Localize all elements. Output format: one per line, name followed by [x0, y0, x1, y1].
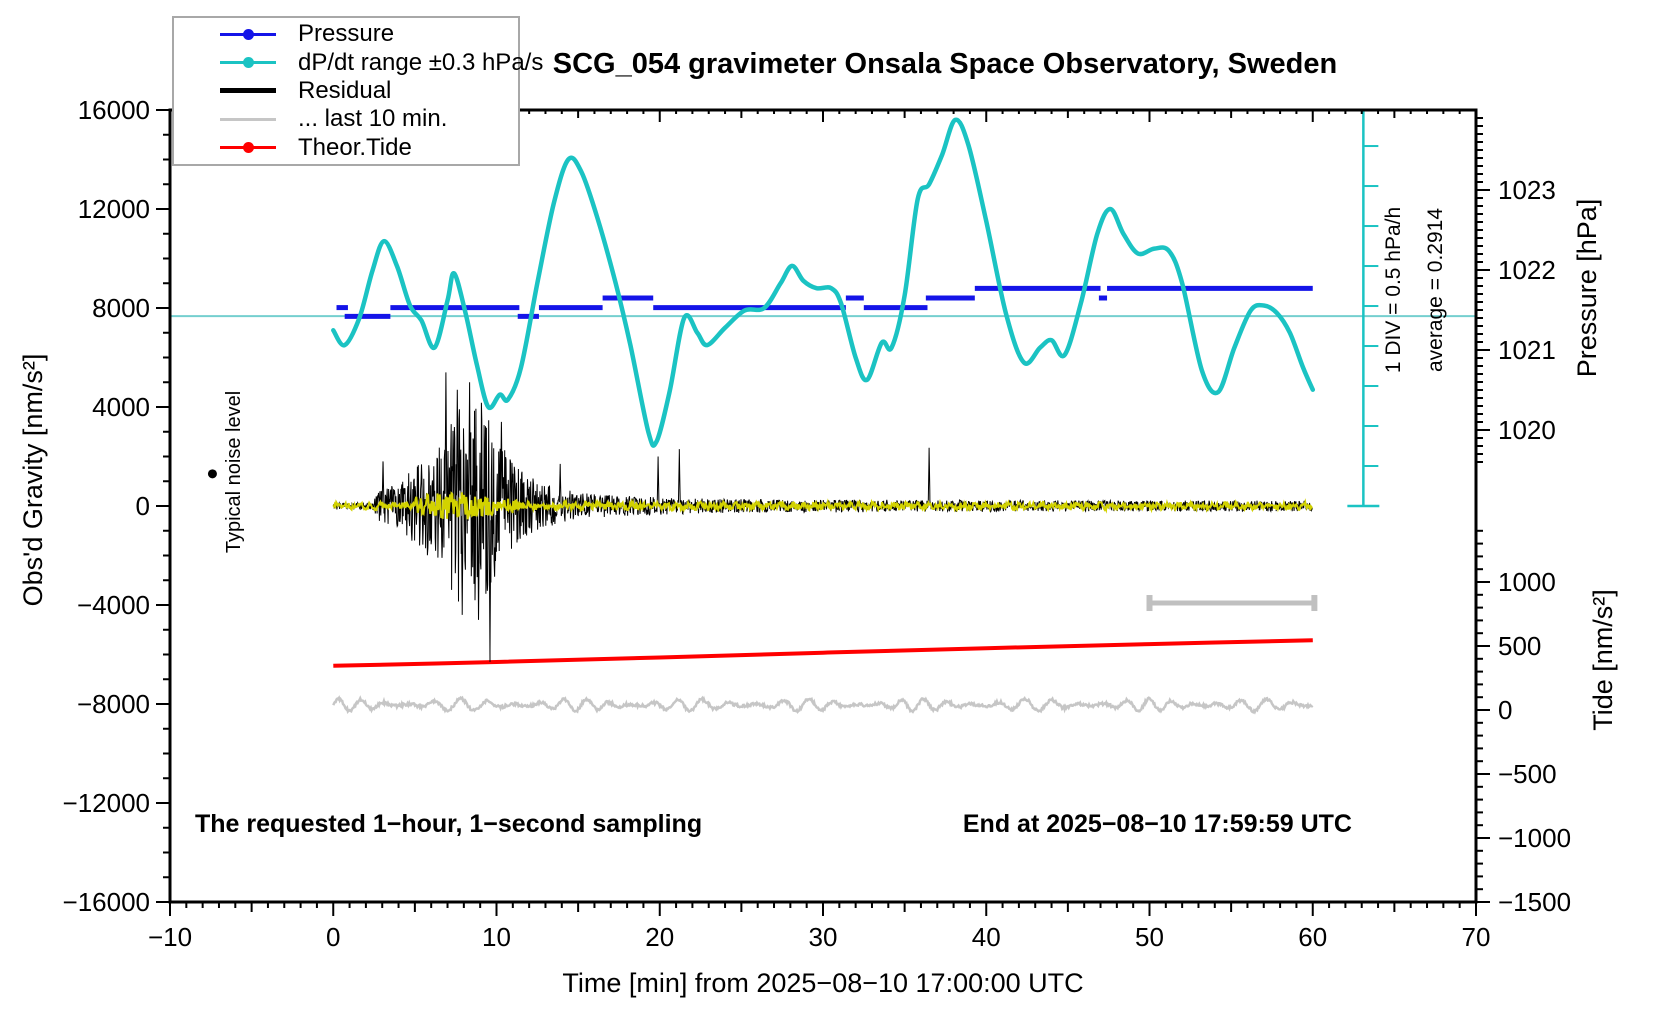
div-scale-label: 1 DIV = 0.5 hPa/h: [1382, 207, 1405, 373]
last10-line-sample: [220, 117, 276, 121]
y-left-tick-label: −8000: [77, 689, 150, 719]
tide-tick-label: −1000: [1498, 823, 1571, 853]
x-tick-label: −10: [148, 922, 192, 952]
legend-item-tide: Theor.Tide: [174, 134, 518, 162]
tide-tick-label: 500: [1498, 631, 1541, 661]
y-axis-title-gravity: Obs'd Gravity [nm/s²]: [18, 354, 48, 607]
x-axis-title: Time [min] from 2025−08−10 17:00:00 UTC: [562, 968, 1083, 998]
sampling-note: The requested 1−hour, 1−second sampling: [195, 810, 702, 838]
legend-label: dP/dt range ±0.3 hPa/s: [298, 48, 544, 76]
y-left-tick-label: 4000: [92, 392, 150, 422]
y-axis-title-tide: Tide [nm/s²]: [1588, 589, 1618, 731]
tide-tick-label: 0: [1498, 695, 1512, 725]
x-tick-label: 40: [972, 922, 1001, 952]
y-left-tick-label: 12000: [78, 194, 150, 224]
legend-label: Theor.Tide: [298, 133, 412, 161]
x-tick-label: 50: [1135, 922, 1164, 952]
dpdt-line-sample: [220, 57, 276, 69]
y-left-tick-label: 8000: [92, 293, 150, 323]
typical-noise-label: Typical noise level: [223, 391, 245, 553]
y-axis-title-pressure: Pressure [hPa]: [1572, 199, 1602, 378]
tide-tick-label: −1500: [1498, 887, 1571, 917]
pressure-tick-label: 1020: [1498, 415, 1556, 445]
pressure-tick-label: 1021: [1498, 335, 1556, 365]
legend-label: Residual: [298, 76, 392, 104]
page-title: SCG_054 gravimeter Onsala Space Observat…: [552, 48, 1338, 80]
tide-tick-label: 1000: [1498, 567, 1556, 597]
x-tick-label: 70: [1462, 922, 1491, 952]
tide-tick-label: −500: [1498, 759, 1557, 789]
filtered-residual-trace: [332, 491, 1313, 520]
y-left-tick-label: −16000: [63, 887, 150, 917]
last10-trace: [332, 695, 1314, 715]
dpdt-curve: [331, 117, 1316, 448]
legend-item-pressure: Pressure: [174, 20, 518, 48]
pressure-tick-label: 1023: [1498, 175, 1556, 205]
legend-label: Pressure: [298, 20, 395, 48]
average-label: average = 0.2914: [1424, 208, 1447, 372]
legend-item-dpdt: dP/dt range ±0.3 hPa/s: [174, 49, 543, 77]
tide-line-sample: [220, 142, 276, 154]
theoretical-tide-line: [333, 638, 1313, 668]
y-left-tick-label: 16000: [78, 95, 150, 125]
residual-trace: [332, 372, 1313, 662]
legend-label: ... last 10 min.: [298, 105, 448, 133]
y-left-tick-label: −4000: [77, 590, 150, 620]
legend-item-last10: ... last 10 min.: [174, 105, 518, 133]
legend-item-residual: Residual: [174, 77, 518, 105]
x-tick-label: 20: [645, 922, 674, 952]
y-left-tick-label: −12000: [63, 788, 150, 818]
x-tick-label: 30: [809, 922, 838, 952]
chart-series-layer: [170, 110, 1476, 715]
x-tick-label: 0: [326, 922, 340, 952]
residual-line-sample: [220, 88, 276, 94]
pressure-line-sample: [220, 28, 276, 40]
y-left-tick-label: 0: [136, 491, 150, 521]
end-time-note: End at 2025−08−10 17:59:59 UTC: [963, 810, 1352, 838]
chart-legend: Pressure dP/dt range ±0.3 hPa/s Residual…: [172, 16, 543, 166]
pressure-tick-label: 1022: [1498, 255, 1556, 285]
typical-noise-marker: [207, 469, 217, 479]
x-tick-label: 60: [1298, 922, 1327, 952]
x-tick-label: 10: [482, 922, 511, 952]
